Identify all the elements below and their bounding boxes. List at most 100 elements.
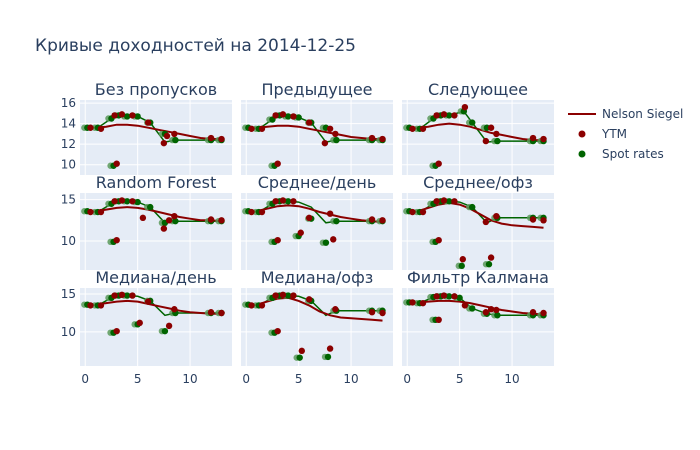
ytm-point (433, 112, 440, 119)
subplot-title: Фильтр Калмана (407, 268, 549, 287)
ytm-point (87, 302, 94, 309)
y-tick-label: 10 (61, 158, 76, 172)
spot-rate-point (485, 261, 493, 268)
panel: Следующее (402, 80, 554, 175)
ytm-point (297, 229, 304, 236)
legend-item-ns[interactable]: Nelson Siegel (568, 107, 683, 121)
ytm-point (435, 236, 442, 244)
legend-label: Nelson Siegel (602, 107, 683, 121)
subplot-title: Медиана/офз (261, 268, 374, 287)
ytm-point (97, 125, 105, 132)
subplot-title: Среднее/день (258, 173, 377, 192)
nelson-siegel-line (246, 296, 383, 322)
x-tick-label: 0 (81, 372, 89, 386)
x-tick-label: 10 (182, 372, 197, 386)
ytm-point (118, 291, 126, 299)
panel-background (80, 288, 232, 366)
spot-rate-point (134, 113, 141, 120)
ytm-point (332, 130, 339, 138)
x-tick-label: 10 (504, 372, 519, 386)
spot-rate-point (469, 119, 476, 126)
chart-legend: Nelson Siegel YTM Spot rates (568, 107, 683, 161)
panel: 10 12 14 16 Без пропусков (61, 80, 232, 175)
nelson-siegel-line (246, 204, 383, 223)
ytm-point (274, 327, 281, 335)
ytm-point (279, 197, 287, 204)
ytm-point (87, 208, 94, 216)
ytm-point (482, 137, 490, 145)
legend-marker-icon (578, 150, 586, 158)
ytm-point (368, 309, 376, 316)
x-tick-label: 0 (242, 372, 250, 386)
ytm-point (290, 292, 297, 299)
spot-rate-point (172, 217, 179, 225)
spot-rate-point (469, 203, 476, 211)
ytm-point (258, 208, 266, 216)
ytm-point (113, 327, 120, 335)
ytm-point (529, 309, 537, 316)
nelson-siegel-line (85, 206, 222, 223)
ytm-point (326, 125, 334, 132)
panel: 0 5 10 Медиана/офз (241, 268, 393, 386)
ytm-point (165, 217, 173, 224)
ytm-point (409, 125, 416, 132)
nelson-siegel-line (407, 201, 544, 229)
ytm-point (290, 113, 297, 120)
ytm-point (258, 125, 266, 132)
panel-background (402, 100, 554, 175)
x-tick-label: 5 (295, 372, 303, 386)
ytm-point (493, 306, 500, 314)
ytm-point (165, 322, 173, 330)
legend-item-ytm[interactable]: YTM (578, 127, 628, 141)
ytm-point (419, 208, 427, 216)
panel-background (80, 193, 232, 270)
ytm-point (248, 302, 255, 309)
ytm-point (298, 347, 305, 355)
ytm-point (419, 125, 427, 132)
legend-item-spot[interactable]: Spot rates (578, 147, 664, 161)
ytm-point (332, 306, 339, 313)
ytm-point (433, 198, 440, 205)
subplot-title: Random Forest (96, 173, 216, 192)
panels-layer: 10 12 14 16 Без пропусков Предыдущее Следующее… (61, 80, 554, 386)
ytm-point (487, 124, 495, 131)
ytm-point (97, 302, 105, 309)
y-tick-label: 10 (61, 325, 76, 339)
ytm-point (258, 302, 266, 309)
spot-rate-point (123, 198, 131, 205)
x-tick-label: 5 (134, 372, 142, 386)
panel: 10 15 0 5 10 Медиана/день (61, 268, 232, 386)
ytm-point (540, 217, 547, 224)
ytm-point (440, 197, 448, 204)
ytm-point (461, 302, 469, 309)
spot-rate-point (284, 292, 292, 299)
spot-rate-point (324, 353, 332, 361)
ytm-point (218, 309, 225, 317)
panel: 0 5 10 Фильтр Калмана (402, 268, 554, 386)
ytm-point (274, 236, 281, 244)
ytm-point (171, 130, 178, 138)
nelson-siegel-line (246, 124, 383, 140)
spot-rate-point (134, 198, 141, 206)
ytm-point (529, 216, 537, 223)
ytm-point (207, 309, 215, 316)
spot-rate-point (322, 239, 330, 246)
y-tick-label: 14 (61, 117, 76, 131)
ytm-point (459, 256, 466, 263)
ytm-point (111, 292, 118, 299)
spot-rate-point (172, 136, 179, 144)
panel: Предыдущее (241, 80, 393, 175)
ytm-point (129, 198, 136, 205)
legend-marker-icon (578, 130, 586, 138)
ytm-point (248, 125, 255, 132)
ytm-point (111, 198, 118, 205)
ytm-point (379, 217, 386, 224)
ytm-point (272, 112, 279, 119)
ytm-point (435, 160, 442, 167)
spot-rate-point (161, 327, 169, 335)
nelson-siegel-line (85, 299, 222, 315)
spot-rate-point (284, 113, 292, 120)
x-tick-label: 10 (343, 372, 358, 386)
ytm-point (272, 198, 279, 205)
ytm-point (435, 316, 442, 324)
